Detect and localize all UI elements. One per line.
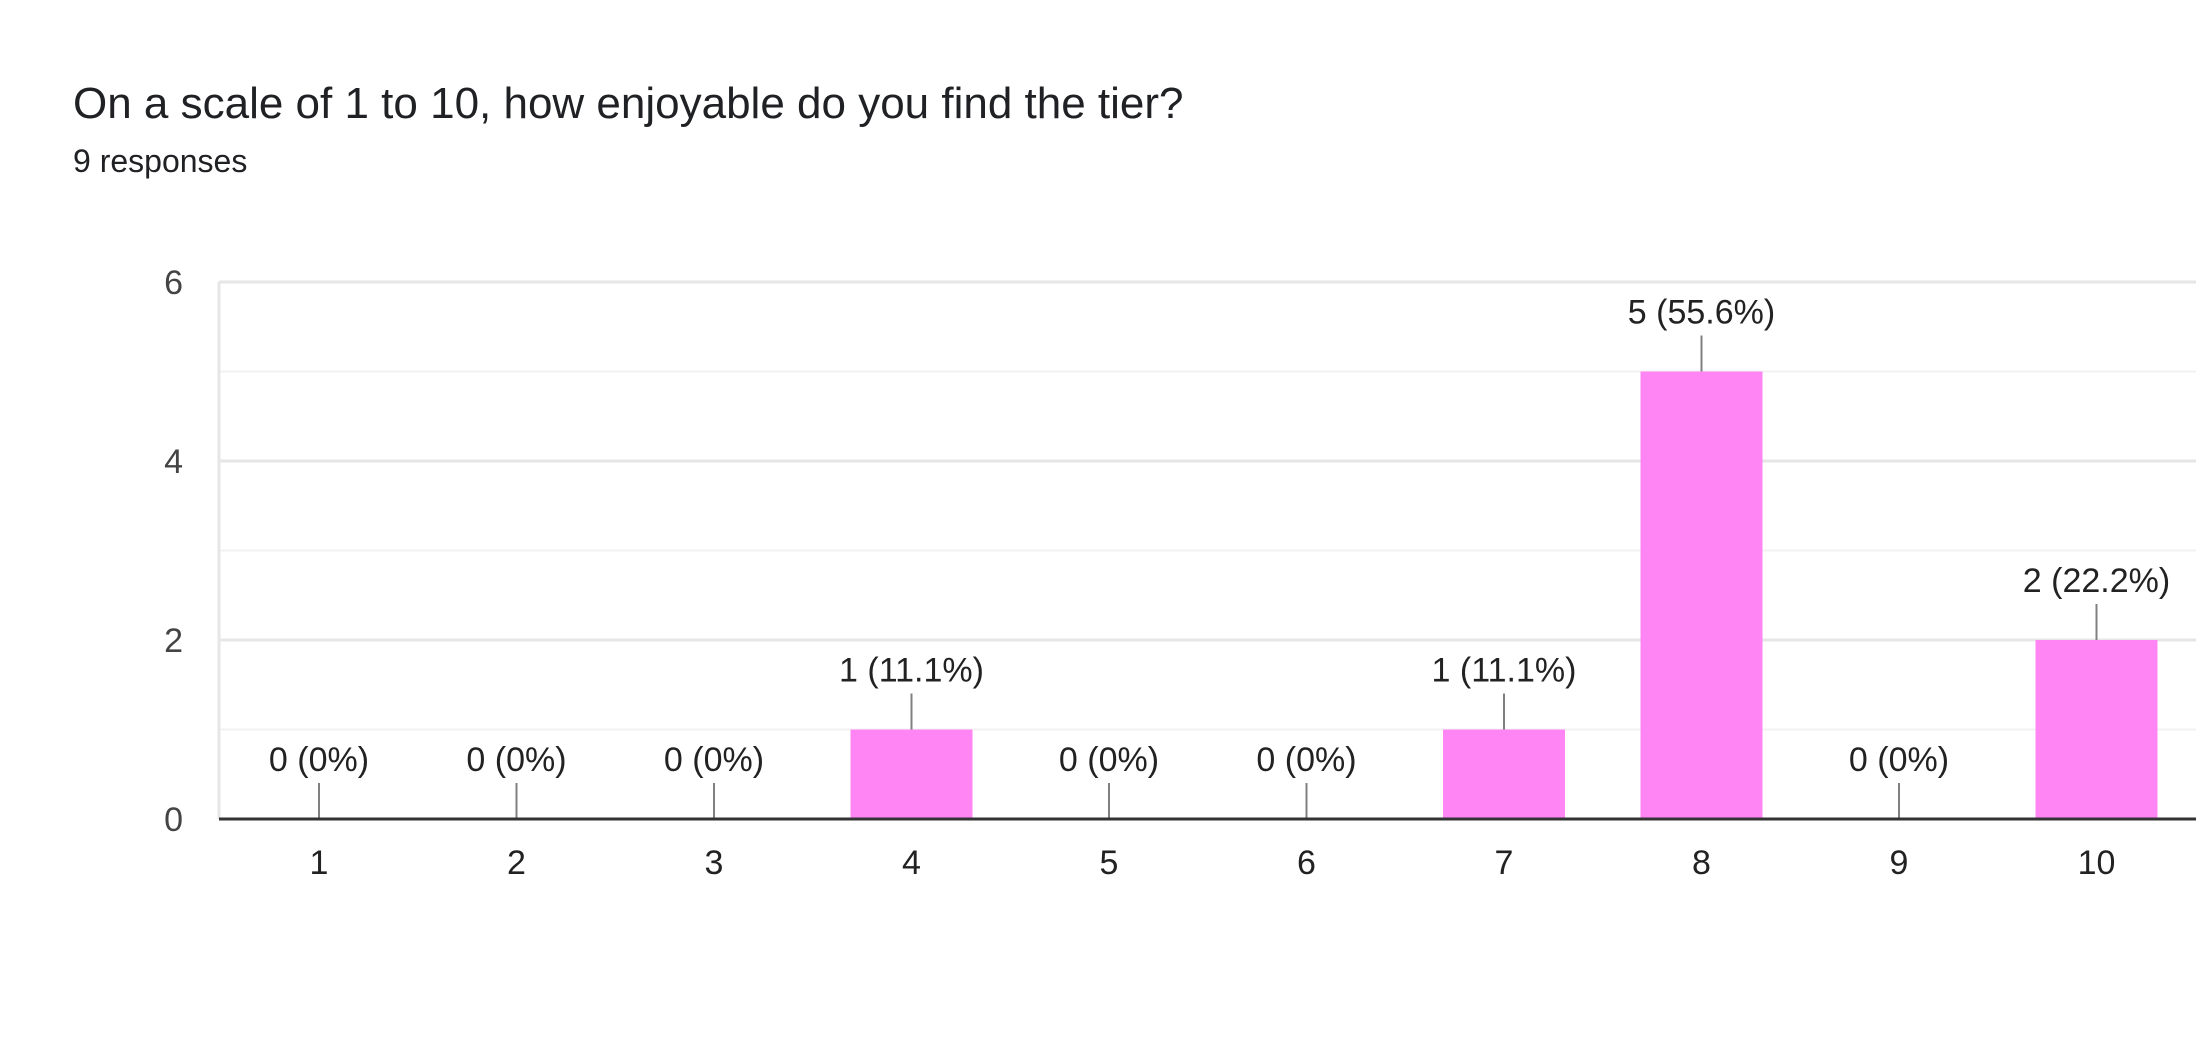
x-axis-ticks: 1 2 3 4 5 6 7 8 9 10 bbox=[310, 844, 2116, 882]
bar-4 bbox=[850, 729, 973, 819]
x-tick-label: 2 bbox=[507, 844, 526, 882]
x-tick-label: 8 bbox=[1692, 844, 1711, 882]
x-tick-label: 6 bbox=[1297, 844, 1316, 882]
x-tick-label: 3 bbox=[705, 844, 724, 882]
data-label-8: 5 (55.6%) bbox=[1628, 294, 1775, 332]
data-label-10: 2 (22.2%) bbox=[2023, 562, 2170, 600]
axes bbox=[217, 282, 2196, 821]
y-axis-ticks: 0 2 4 6 bbox=[164, 264, 183, 839]
bar-7 bbox=[1443, 729, 1565, 819]
x-tick-label: 9 bbox=[1890, 844, 1909, 882]
bar-10 bbox=[2035, 640, 2158, 819]
y-tick-label: 0 bbox=[164, 801, 183, 839]
data-label-1: 0 (0%) bbox=[269, 741, 369, 779]
x-tick-label: 10 bbox=[2078, 844, 2116, 882]
bars bbox=[850, 371, 2158, 819]
x-tick-label: 7 bbox=[1495, 844, 1514, 882]
y-tick-label: 6 bbox=[164, 264, 183, 302]
data-label-5: 0 (0%) bbox=[1059, 741, 1159, 779]
data-label-3: 0 (0%) bbox=[664, 741, 764, 779]
chart-title: On a scale of 1 to 10, how enjoyable do … bbox=[73, 79, 1184, 128]
bar-8 bbox=[1640, 371, 1763, 819]
data-label-4: 1 (11.1%) bbox=[839, 652, 984, 690]
label-leaders bbox=[318, 335, 2098, 819]
y-tick-label: 2 bbox=[164, 622, 183, 660]
data-labels: 0 (0%) 0 (0%) 0 (0%) 1 (11.1%) 0 (0%) 0 (0%) 1… bbox=[269, 294, 2170, 780]
data-label-2: 0 (0%) bbox=[466, 741, 566, 779]
response-count: 9 responses bbox=[73, 143, 248, 179]
gridlines bbox=[219, 280, 2196, 731]
x-tick-label: 1 bbox=[310, 844, 329, 882]
data-label-6: 0 (0%) bbox=[1256, 741, 1356, 779]
y-tick-label: 4 bbox=[164, 443, 183, 481]
x-tick-label: 4 bbox=[902, 844, 921, 882]
x-tick-label: 5 bbox=[1100, 844, 1119, 882]
data-label-9: 0 (0%) bbox=[1849, 741, 1949, 779]
data-label-7: 1 (11.1%) bbox=[1432, 652, 1577, 690]
chart-header: On a scale of 1 to 10, how enjoyable do … bbox=[73, 74, 2123, 184]
